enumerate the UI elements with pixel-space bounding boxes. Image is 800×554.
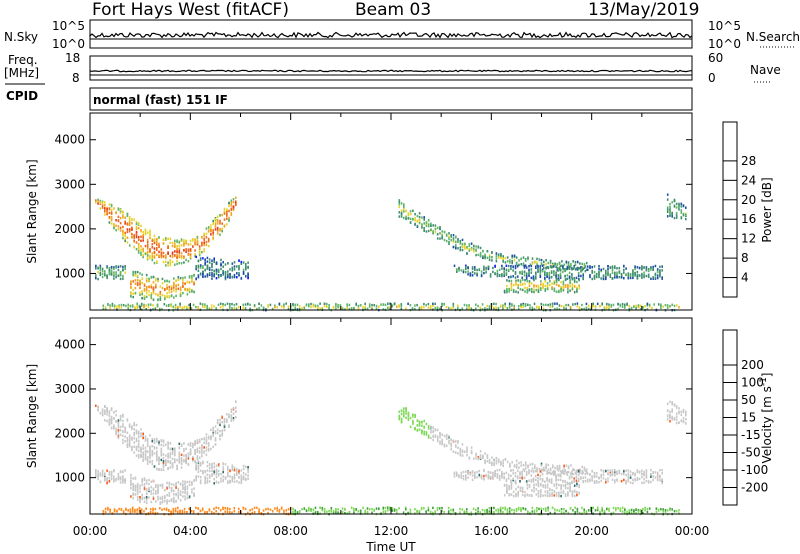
velocity-panel (89, 317, 693, 516)
power-panel-ytick-label: 1000 (54, 266, 85, 280)
x-tick-label: 08:00 (273, 524, 308, 538)
freq-panel-trace (89, 69, 693, 73)
freq-tick-top: 18 (65, 51, 81, 65)
velocity-colorbar-tick-label: 15 (741, 411, 756, 425)
power-panel-region-5 (453, 264, 663, 281)
freq-tick-bottom: 8 (72, 71, 80, 85)
velocity-panel-region-0 (95, 400, 237, 471)
power-colorbar-tick-label: 16 (741, 212, 756, 226)
date-label: 13/May/2019 (588, 0, 700, 20)
power-panel-region-2 (130, 270, 195, 302)
beam-label: Beam 03 (355, 0, 432, 20)
velocity-panel-ytick-label: 2000 (54, 426, 85, 440)
freq-label: Freq. (8, 53, 38, 67)
velocity-colorbar (722, 329, 738, 506)
power-panel-region-1 (95, 264, 126, 281)
power-panel-region-4 (398, 199, 588, 272)
velocity-colorbar-tick-label: -50 (741, 446, 761, 460)
nsky-panel-frame (89, 19, 693, 49)
freq-panel-frame (89, 55, 693, 81)
power-colorbar (722, 121, 738, 298)
power-panel-ylabel: Slant Range [km] (25, 159, 39, 263)
x-tick-label: 20:00 (574, 524, 609, 538)
velocity-panel-region-3 (195, 460, 249, 485)
velocity-panel-region-4 (398, 407, 588, 476)
power-panel-region-6 (503, 278, 580, 294)
power-colorbar-label: Power [dB] (760, 177, 774, 242)
power-colorbar-tick-label: 20 (741, 193, 756, 207)
velocity-panel-region-1 (95, 469, 126, 485)
power-panel-region-7 (666, 193, 687, 221)
power-colorbar-tick-label: 24 (741, 173, 756, 187)
velocity-panel-ytick-label: 1000 (54, 471, 85, 485)
nsky-panel-trace (89, 31, 693, 39)
velocity-colorbar-tick-label: -15 (741, 428, 761, 442)
power-panel-region-3 (195, 255, 249, 281)
velocity-colorbar-tick-label: -100 (741, 463, 768, 477)
power-panel (89, 112, 693, 312)
velocity-panel-region-5 (453, 468, 663, 485)
nave-label: Nave (750, 63, 781, 77)
velocity-panel-ytick-label: 4000 (54, 338, 85, 352)
velocity-colorbar-tick-label: 100 (741, 376, 764, 390)
nsearch-tick-bottom: 10^0 (708, 37, 741, 51)
velocity-colorbar-label: Velocity [m s-1] (759, 373, 774, 464)
x-tick-label: 00:00 (675, 524, 710, 538)
velocity-panel-region-7 (666, 400, 687, 425)
nsky-tick-top: 10^5 (52, 19, 85, 33)
x-tick-label: 16:00 (474, 524, 509, 538)
velocity-colorbar-tick-label: 50 (741, 393, 756, 407)
velocity-colorbar-tick-label: -200 (741, 481, 768, 495)
x-tick-label: 00:00 (73, 524, 108, 538)
velocity-panel-region-2 (130, 473, 195, 505)
x-tick-label: 12:00 (374, 524, 409, 538)
cpid-panel (89, 87, 693, 111)
velocity-panel-region-6 (503, 482, 580, 498)
nave-tick-bottom: 0 (708, 71, 716, 85)
cpid-mode: normal (fast) 151 IF (93, 93, 228, 107)
freq-unit: [MHz] (4, 66, 40, 80)
cpid-label: CPID (6, 89, 39, 103)
nsearch-label: N.Search (746, 30, 800, 44)
power-colorbar-tick-label: 12 (741, 232, 756, 246)
x-axis-label: Time UT (365, 540, 416, 554)
power-colorbar-tick-label: 4 (741, 271, 749, 285)
nave-tick-top: 60 (708, 51, 724, 65)
velocity-panel-ylabel: Slant Range [km] (25, 364, 39, 468)
x-tick-label: 04:00 (173, 524, 208, 538)
freq-panel (89, 55, 693, 81)
power-panel-ytick-label: 4000 (54, 133, 85, 147)
power-colorbar-tick-label: 28 (741, 154, 756, 168)
power-panel-region-0 (95, 196, 237, 267)
power-colorbar-tick-label: 8 (741, 251, 749, 265)
power-colorbar-frame (722, 121, 738, 298)
power-panel-frame (89, 112, 693, 311)
power-panel-ytick-label: 3000 (54, 177, 85, 191)
chart-title: Fort Hays West (fitACF) (92, 0, 289, 20)
velocity-panel-ytick-label: 3000 (54, 382, 85, 396)
nsky-label: N.Sky (4, 30, 39, 44)
nsky-tick-bottom: 10^0 (52, 37, 85, 51)
nsky-panel (89, 19, 693, 49)
nsearch-tick-top: 10^5 (708, 19, 741, 33)
power-panel-ytick-label: 2000 (54, 222, 85, 236)
velocity-colorbar-tick-label: 200 (741, 358, 764, 372)
